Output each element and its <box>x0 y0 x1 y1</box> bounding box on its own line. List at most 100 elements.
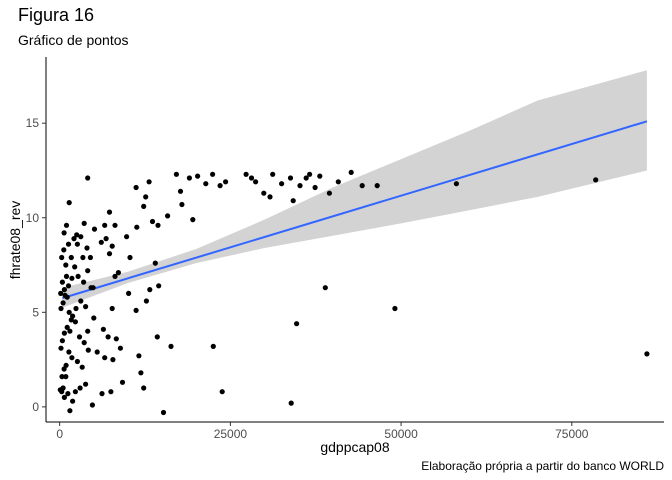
data-point <box>73 305 79 312</box>
data-point <box>186 175 192 181</box>
data-point <box>59 338 65 344</box>
data-point <box>141 203 147 209</box>
data-point <box>78 234 84 240</box>
data-point <box>61 287 67 293</box>
data-point <box>80 254 86 261</box>
data-point <box>70 313 76 319</box>
data-point <box>217 183 223 189</box>
data-point <box>64 324 70 330</box>
data-point <box>348 169 354 175</box>
data-point <box>154 334 160 340</box>
data-point <box>156 283 162 289</box>
data-point <box>60 300 66 306</box>
data-point <box>290 198 296 204</box>
data-point <box>593 177 599 183</box>
data-point <box>59 279 65 285</box>
x-tick-label: 25000 <box>214 427 248 441</box>
data-point <box>117 345 123 351</box>
data-point <box>165 213 171 219</box>
data-point <box>152 260 158 266</box>
data-point <box>85 328 91 334</box>
data-point <box>76 334 83 340</box>
y-axis-title: fhrate08_rev <box>7 201 23 280</box>
data-point <box>61 330 67 336</box>
chart-subtitle: Gráfico de pontos <box>18 32 129 48</box>
data-point <box>392 305 398 312</box>
data-point <box>106 251 113 257</box>
data-point <box>297 183 303 189</box>
data-point <box>326 190 332 196</box>
data-point <box>138 370 144 376</box>
confidence-band-layer <box>62 70 647 308</box>
data-point <box>72 319 78 325</box>
data-point <box>67 328 73 334</box>
data-point <box>219 389 225 395</box>
data-point <box>177 188 184 194</box>
x-tick-label: 0 <box>56 427 63 441</box>
data-point <box>61 394 67 400</box>
data-point <box>75 273 81 279</box>
data-point <box>91 226 98 232</box>
data-point <box>124 234 130 240</box>
data-point <box>253 179 259 185</box>
data-point <box>190 217 196 223</box>
data-point <box>81 340 87 346</box>
data-point <box>64 294 70 300</box>
data-point <box>68 254 74 261</box>
data-point <box>103 236 109 242</box>
data-point <box>74 358 80 365</box>
data-point <box>374 183 380 189</box>
data-point <box>155 222 161 228</box>
data-point <box>248 175 255 181</box>
data-point <box>112 273 118 279</box>
data-point <box>133 307 139 313</box>
data-point <box>173 171 179 177</box>
data-point <box>66 309 72 315</box>
data-point <box>72 264 78 270</box>
data-point <box>141 385 147 391</box>
data-point <box>67 408 73 414</box>
data-point <box>160 409 167 416</box>
data-point <box>100 326 106 332</box>
data-point <box>94 349 100 355</box>
data-point <box>149 218 156 225</box>
data-point <box>65 391 71 397</box>
data-point <box>102 355 108 361</box>
data-point <box>63 362 69 368</box>
data-point <box>66 349 72 355</box>
data-point <box>267 194 273 200</box>
data-point <box>307 171 313 177</box>
data-point <box>63 374 69 380</box>
data-point <box>279 181 285 187</box>
data-points-layer <box>57 169 650 416</box>
x-tick-label: 50000 <box>384 427 418 441</box>
data-point <box>69 355 75 361</box>
data-point <box>85 268 91 274</box>
data-point <box>203 181 209 187</box>
data-point <box>79 364 85 370</box>
y-tick-label: 0 <box>32 400 39 414</box>
data-point <box>179 201 185 208</box>
data-point <box>134 224 140 230</box>
data-point <box>136 353 142 359</box>
data-point <box>112 222 118 228</box>
data-point <box>210 343 216 349</box>
y-tick-label: 10 <box>26 211 40 225</box>
data-point <box>85 175 91 181</box>
data-point <box>83 381 89 387</box>
data-point <box>303 175 309 181</box>
data-point <box>210 171 216 177</box>
data-point <box>143 298 149 304</box>
data-point <box>74 241 80 247</box>
data-point <box>109 243 115 249</box>
data-point <box>78 298 84 304</box>
data-point <box>146 179 152 185</box>
regression-line-layer <box>62 120 648 300</box>
confidence-band <box>62 70 647 308</box>
data-point <box>61 247 67 253</box>
data-point <box>74 232 80 238</box>
data-point <box>287 175 294 181</box>
y-tick-label: 15 <box>26 116 40 130</box>
data-point <box>72 389 78 395</box>
data-point <box>58 290 64 296</box>
